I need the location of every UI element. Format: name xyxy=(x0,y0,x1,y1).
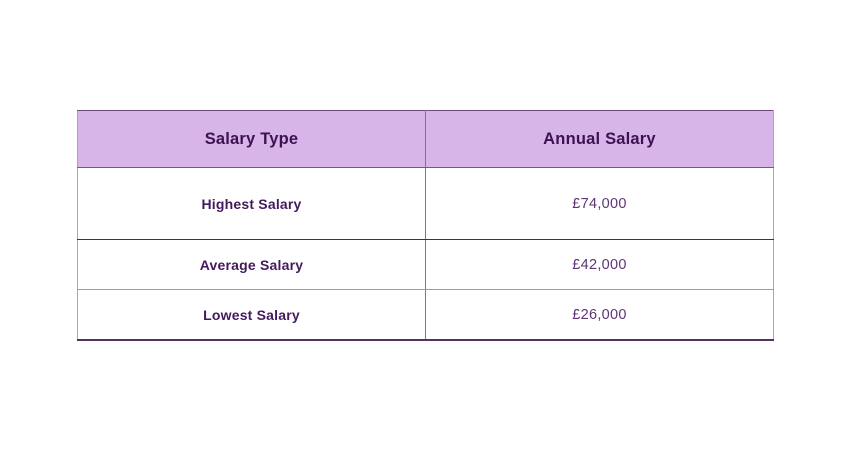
table-row: Lowest Salary £26,000 xyxy=(78,289,774,340)
row-label-average-salary: Average Salary xyxy=(77,239,426,290)
table-row: Highest Salary £74,000 xyxy=(77,167,774,240)
row-label-highest-salary: Highest Salary xyxy=(77,167,426,240)
row-label-lowest-salary: Lowest Salary xyxy=(203,306,300,323)
salary-table-container: Salary Type Annual Salary Highest Salary… xyxy=(77,110,774,341)
table-header-row: Salary Type Annual Salary xyxy=(77,110,774,168)
row-value-highest-salary: £74,000 xyxy=(425,167,774,240)
header-cell-annual-salary: Annual Salary xyxy=(425,110,774,168)
salary-table: Salary Type Annual Salary Highest Salary… xyxy=(77,110,774,341)
table-row: Average Salary £42,000 xyxy=(77,239,774,290)
row-value-average-salary: £42,000 xyxy=(425,239,774,290)
header-cell-salary-type: Salary Type xyxy=(77,110,426,168)
row-value-lowest-salary: £26,000 xyxy=(425,289,774,340)
